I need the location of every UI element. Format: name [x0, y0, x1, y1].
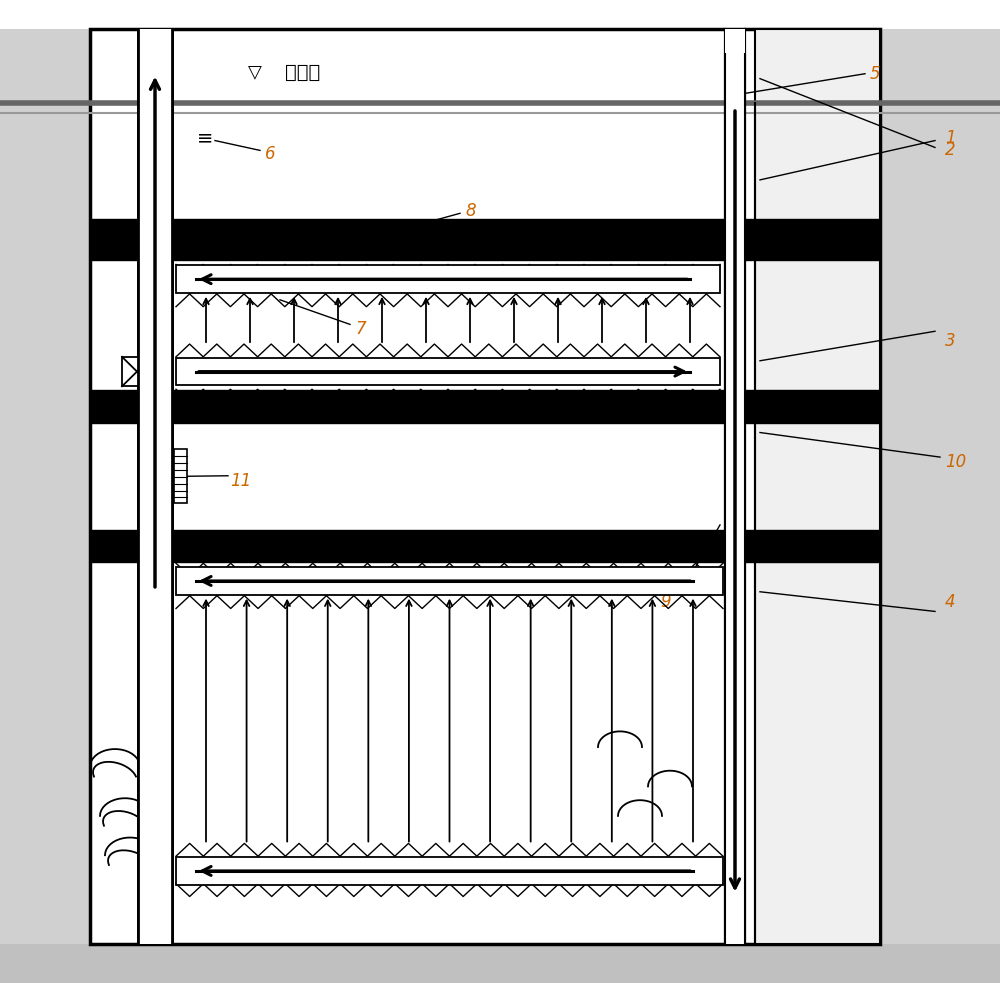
Text: 7: 7 — [355, 320, 366, 338]
Text: 5: 5 — [870, 65, 881, 83]
Bar — [176, 857, 723, 885]
Bar — [138, 29, 172, 944]
Text: ≡: ≡ — [197, 128, 213, 147]
Text: 8: 8 — [465, 202, 476, 220]
Text: 9: 9 — [660, 593, 671, 610]
Bar — [725, 29, 745, 944]
Text: 6: 6 — [265, 145, 276, 163]
Bar — [90, 219, 880, 260]
Text: 海平面: 海平面 — [285, 63, 320, 82]
Text: 10: 10 — [945, 453, 966, 471]
Bar — [90, 530, 880, 562]
Text: 1: 1 — [945, 129, 956, 146]
Bar — [174, 449, 187, 503]
Bar — [755, 29, 1000, 944]
Bar — [176, 358, 720, 385]
Text: 2: 2 — [945, 142, 956, 159]
Text: 4: 4 — [945, 593, 956, 610]
Bar — [90, 29, 880, 944]
Text: ▽: ▽ — [248, 64, 262, 82]
Bar — [0, 29, 90, 944]
Bar — [725, 29, 745, 944]
Bar — [122, 357, 152, 386]
Bar — [176, 265, 720, 293]
Bar — [0, 944, 1000, 983]
Text: 11: 11 — [230, 472, 251, 490]
Bar — [176, 567, 723, 595]
Text: 3: 3 — [945, 332, 956, 350]
Bar — [90, 390, 880, 423]
Bar — [755, 29, 880, 944]
Bar — [138, 29, 172, 944]
